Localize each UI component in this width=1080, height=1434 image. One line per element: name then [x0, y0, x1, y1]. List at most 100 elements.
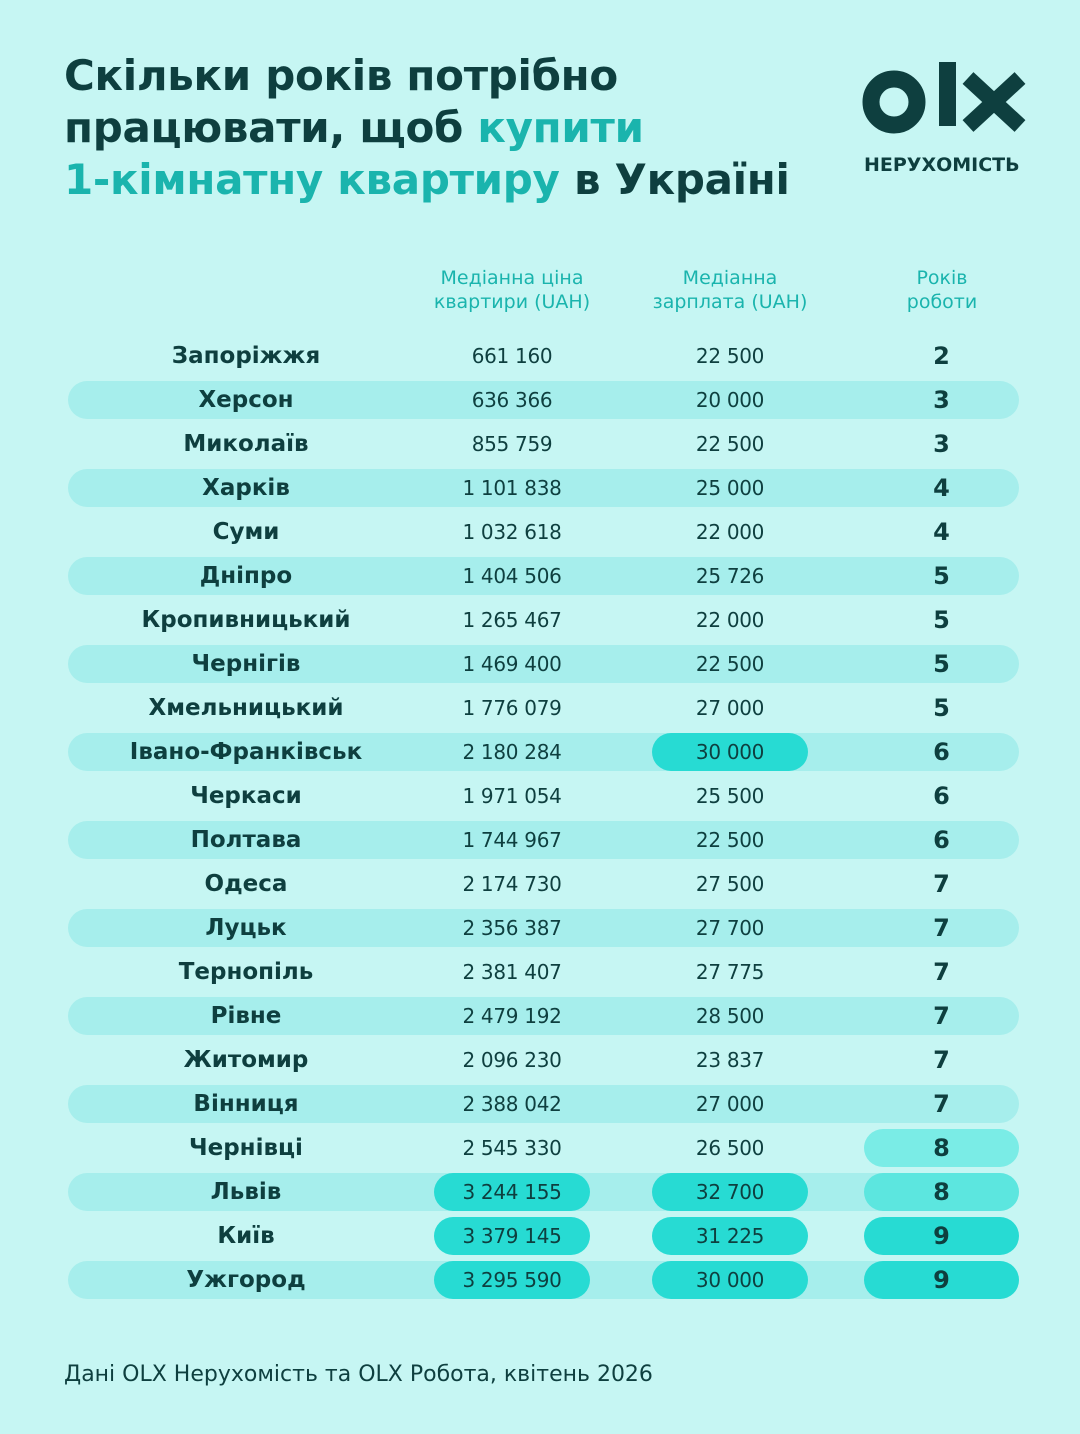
city-cell: Житомир [183, 1047, 309, 1073]
page-title: Скільки років потрібно працювати, щоб ку… [64, 50, 844, 206]
price-cell: 1 776 079 [462, 696, 562, 720]
row-band [68, 1085, 1019, 1123]
row-band [68, 645, 1019, 683]
row-band [68, 381, 1019, 419]
city-cell: Ужгород [186, 1267, 306, 1293]
salary-cell: 22 500 [695, 828, 765, 852]
salary-cell: 20 000 [695, 388, 765, 412]
salary-cell: 27 000 [695, 696, 765, 720]
column-header-price: Медіанна ціна квартири (UAH) [412, 266, 612, 314]
years-cell: 7 [933, 870, 950, 898]
row-band [68, 469, 1019, 507]
salary-cell: 22 000 [695, 520, 765, 544]
title-line-2: працювати, щоб [64, 103, 478, 152]
city-cell: Полтава [190, 827, 302, 853]
city-cell: Львів [210, 1179, 282, 1205]
years-cell: 3 [933, 386, 950, 414]
years-cell: 7 [933, 1002, 950, 1030]
column-header-salary-line2: зарплата (UAH) [652, 291, 808, 313]
salary-cell: 25 726 [695, 564, 765, 588]
city-cell: Херсон [198, 387, 294, 413]
salary-cell: 25 500 [695, 784, 765, 808]
price-cell: 3 379 145 [434, 1217, 590, 1255]
years-cell: 9 [864, 1261, 1019, 1299]
years-cell: 4 [933, 474, 950, 502]
years-cell: 7 [933, 1046, 950, 1074]
years-cell: 7 [933, 958, 950, 986]
column-header-price-line1: Медіанна ціна [440, 267, 584, 289]
price-cell: 1 265 467 [462, 608, 562, 632]
price-cell: 1 404 506 [462, 564, 562, 588]
salary-cell: 27 500 [695, 872, 765, 896]
city-cell: Хмельницький [148, 695, 344, 721]
city-cell: Дніпро [199, 563, 293, 589]
city-cell: Суми [212, 519, 280, 545]
logo-subtitle: НЕРУХОМІСТЬ [864, 154, 1020, 176]
years-cell: 7 [933, 914, 950, 942]
price-cell: 2 545 330 [462, 1136, 562, 1160]
column-header-years: Років роботи [862, 266, 1022, 314]
column-header-price-line2: квартири (UAH) [433, 291, 591, 313]
price-cell: 1 101 838 [462, 476, 562, 500]
city-cell: Вінниця [193, 1091, 299, 1117]
salary-cell: 23 837 [695, 1048, 765, 1072]
salary-cell: 30 000 [652, 733, 808, 771]
salary-cell: 22 500 [695, 344, 765, 368]
years-cell: 4 [933, 518, 950, 546]
years-cell: 7 [933, 1090, 950, 1118]
price-cell: 2 388 042 [462, 1092, 562, 1116]
salary-cell: 28 500 [695, 1004, 765, 1028]
price-cell: 2 174 730 [462, 872, 562, 896]
years-cell: 6 [933, 738, 950, 766]
city-cell: Івано-Франківськ [129, 739, 363, 765]
price-cell: 3 295 590 [434, 1261, 590, 1299]
price-cell: 855 759 [471, 432, 553, 456]
years-cell: 5 [933, 606, 950, 634]
price-cell: 2 381 407 [462, 960, 562, 984]
years-cell: 8 [864, 1173, 1019, 1211]
column-header-years-line2: роботи [906, 291, 978, 313]
city-cell: Харків [202, 475, 290, 501]
salary-cell: 30 000 [652, 1261, 808, 1299]
title-accent-buy: купити [477, 103, 644, 152]
years-cell: 5 [933, 650, 950, 678]
years-cell: 2 [933, 342, 950, 370]
years-cell: 6 [933, 826, 950, 854]
salary-cell: 27 000 [695, 1092, 765, 1116]
price-cell: 636 366 [471, 388, 553, 412]
salary-cell: 22 500 [695, 652, 765, 676]
city-cell: Запоріжжя [171, 343, 321, 369]
title-line-1: Скільки років потрібно [64, 51, 618, 100]
column-header-salary-line1: Медіанна [682, 267, 778, 289]
salary-cell: 22 000 [695, 608, 765, 632]
olx-logo-mark [862, 62, 1026, 134]
years-cell: 5 [933, 562, 950, 590]
price-cell: 3 244 155 [434, 1173, 590, 1211]
source-note: Дані OLX Нерухомість та OLX Робота, квіт… [64, 1362, 653, 1387]
price-cell: 2 180 284 [462, 740, 562, 764]
city-cell: Черкаси [190, 783, 302, 809]
city-cell: Одеса [204, 871, 288, 897]
years-cell: 3 [933, 430, 950, 458]
salary-cell: 32 700 [652, 1173, 808, 1211]
row-band [68, 909, 1019, 947]
city-cell: Миколаїв [183, 431, 309, 457]
salary-cell: 31 225 [652, 1217, 808, 1255]
salary-cell: 22 500 [695, 432, 765, 456]
salary-cell: 27 700 [695, 916, 765, 940]
olx-logo: НЕРУХОМІСТЬ [862, 60, 1032, 180]
row-band [68, 997, 1019, 1035]
row-band [68, 557, 1019, 595]
title-line-3: в Україні [559, 155, 790, 204]
column-header-salary: Медіанна зарплата (UAH) [630, 266, 830, 314]
price-cell: 1 469 400 [462, 652, 562, 676]
salary-cell: 27 775 [695, 960, 765, 984]
city-cell: Луцьк [205, 915, 287, 941]
price-cell: 1 744 967 [462, 828, 562, 852]
salary-cell: 26 500 [695, 1136, 765, 1160]
city-cell: Чернівці [189, 1135, 303, 1161]
city-cell: Кропивницький [141, 607, 351, 633]
price-cell: 2 096 230 [462, 1048, 562, 1072]
row-band [68, 821, 1019, 859]
years-cell: 8 [864, 1129, 1019, 1167]
